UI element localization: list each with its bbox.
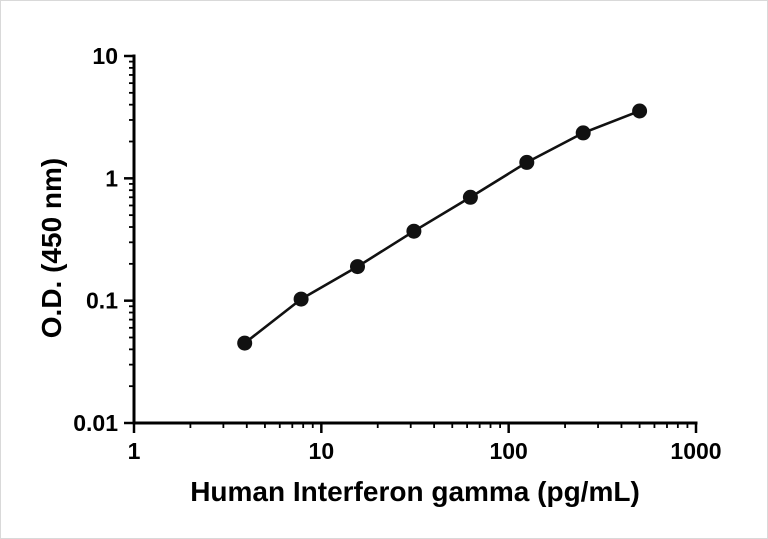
- data-point: [237, 335, 253, 351]
- y-tick-label: 1: [105, 165, 118, 191]
- x-tick-label: 1000: [670, 438, 721, 464]
- x-tick-label: 1: [128, 438, 141, 464]
- data-point: [575, 125, 591, 141]
- y-tick-label: 0.1: [86, 288, 118, 314]
- data-point: [406, 223, 422, 239]
- y-axis-label: O.D. (450 nm): [36, 158, 67, 338]
- standard-curve-line: [243, 109, 641, 345]
- y-tick-label: 0.01: [73, 410, 118, 436]
- y-tick-label: 10: [92, 43, 118, 69]
- data-point: [462, 189, 478, 205]
- data-point: [293, 291, 309, 307]
- data-point: [632, 103, 648, 119]
- data-point: [350, 259, 365, 275]
- x-tick-label: 10: [309, 438, 335, 464]
- data-point: [519, 154, 535, 170]
- x-axis-label: Human Interferon gamma (pg/mL): [190, 476, 640, 507]
- plot-area: 1 10 100 1000 0.01 0.1 1 10: [73, 43, 721, 464]
- x-tick-label: 100: [489, 438, 527, 464]
